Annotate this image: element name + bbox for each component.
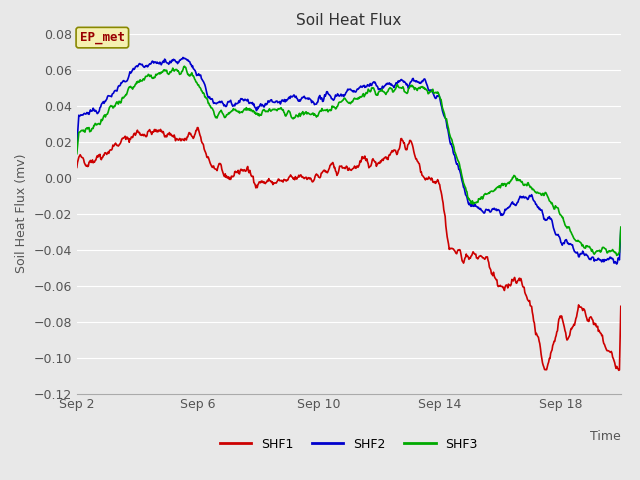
SHF3 — [613, 252, 621, 258]
SHF1 — [73, 165, 81, 170]
Title: Soil Heat Flux: Soil Heat Flux — [296, 13, 401, 28]
SHF3 — [542, 190, 550, 196]
SHF1 — [542, 367, 550, 372]
SHF2 — [542, 217, 550, 223]
Y-axis label: Soil Heat Flux (mv): Soil Heat Flux (mv) — [15, 154, 28, 273]
SHF2 — [404, 83, 412, 88]
SHF2 — [179, 55, 187, 60]
SHF2 — [613, 261, 621, 267]
Text: Time: Time — [590, 430, 621, 443]
SHF2 — [390, 84, 397, 89]
SHF3 — [390, 89, 397, 95]
SHF3 — [617, 224, 625, 230]
SHF1 — [617, 303, 625, 309]
SHF3 — [404, 90, 412, 96]
SHF3 — [180, 63, 188, 69]
SHF1 — [106, 147, 114, 153]
Text: EP_met: EP_met — [80, 31, 125, 44]
SHF3 — [486, 189, 494, 194]
SHF2 — [106, 93, 114, 99]
SHF2 — [420, 76, 428, 82]
SHF1 — [193, 125, 201, 131]
Legend: SHF1, SHF2, SHF3: SHF1, SHF2, SHF3 — [214, 433, 483, 456]
SHF1 — [486, 266, 494, 272]
SHF3 — [73, 151, 81, 156]
Line: SHF2: SHF2 — [77, 58, 621, 264]
SHF3 — [106, 104, 114, 109]
SHF1 — [404, 142, 412, 148]
SHF3 — [420, 84, 428, 90]
SHF1 — [615, 367, 623, 373]
Line: SHF1: SHF1 — [77, 128, 621, 370]
SHF1 — [420, 175, 428, 180]
SHF2 — [486, 209, 494, 215]
SHF1 — [390, 148, 397, 154]
SHF2 — [73, 143, 81, 148]
SHF2 — [617, 227, 625, 233]
Line: SHF3: SHF3 — [77, 66, 621, 255]
